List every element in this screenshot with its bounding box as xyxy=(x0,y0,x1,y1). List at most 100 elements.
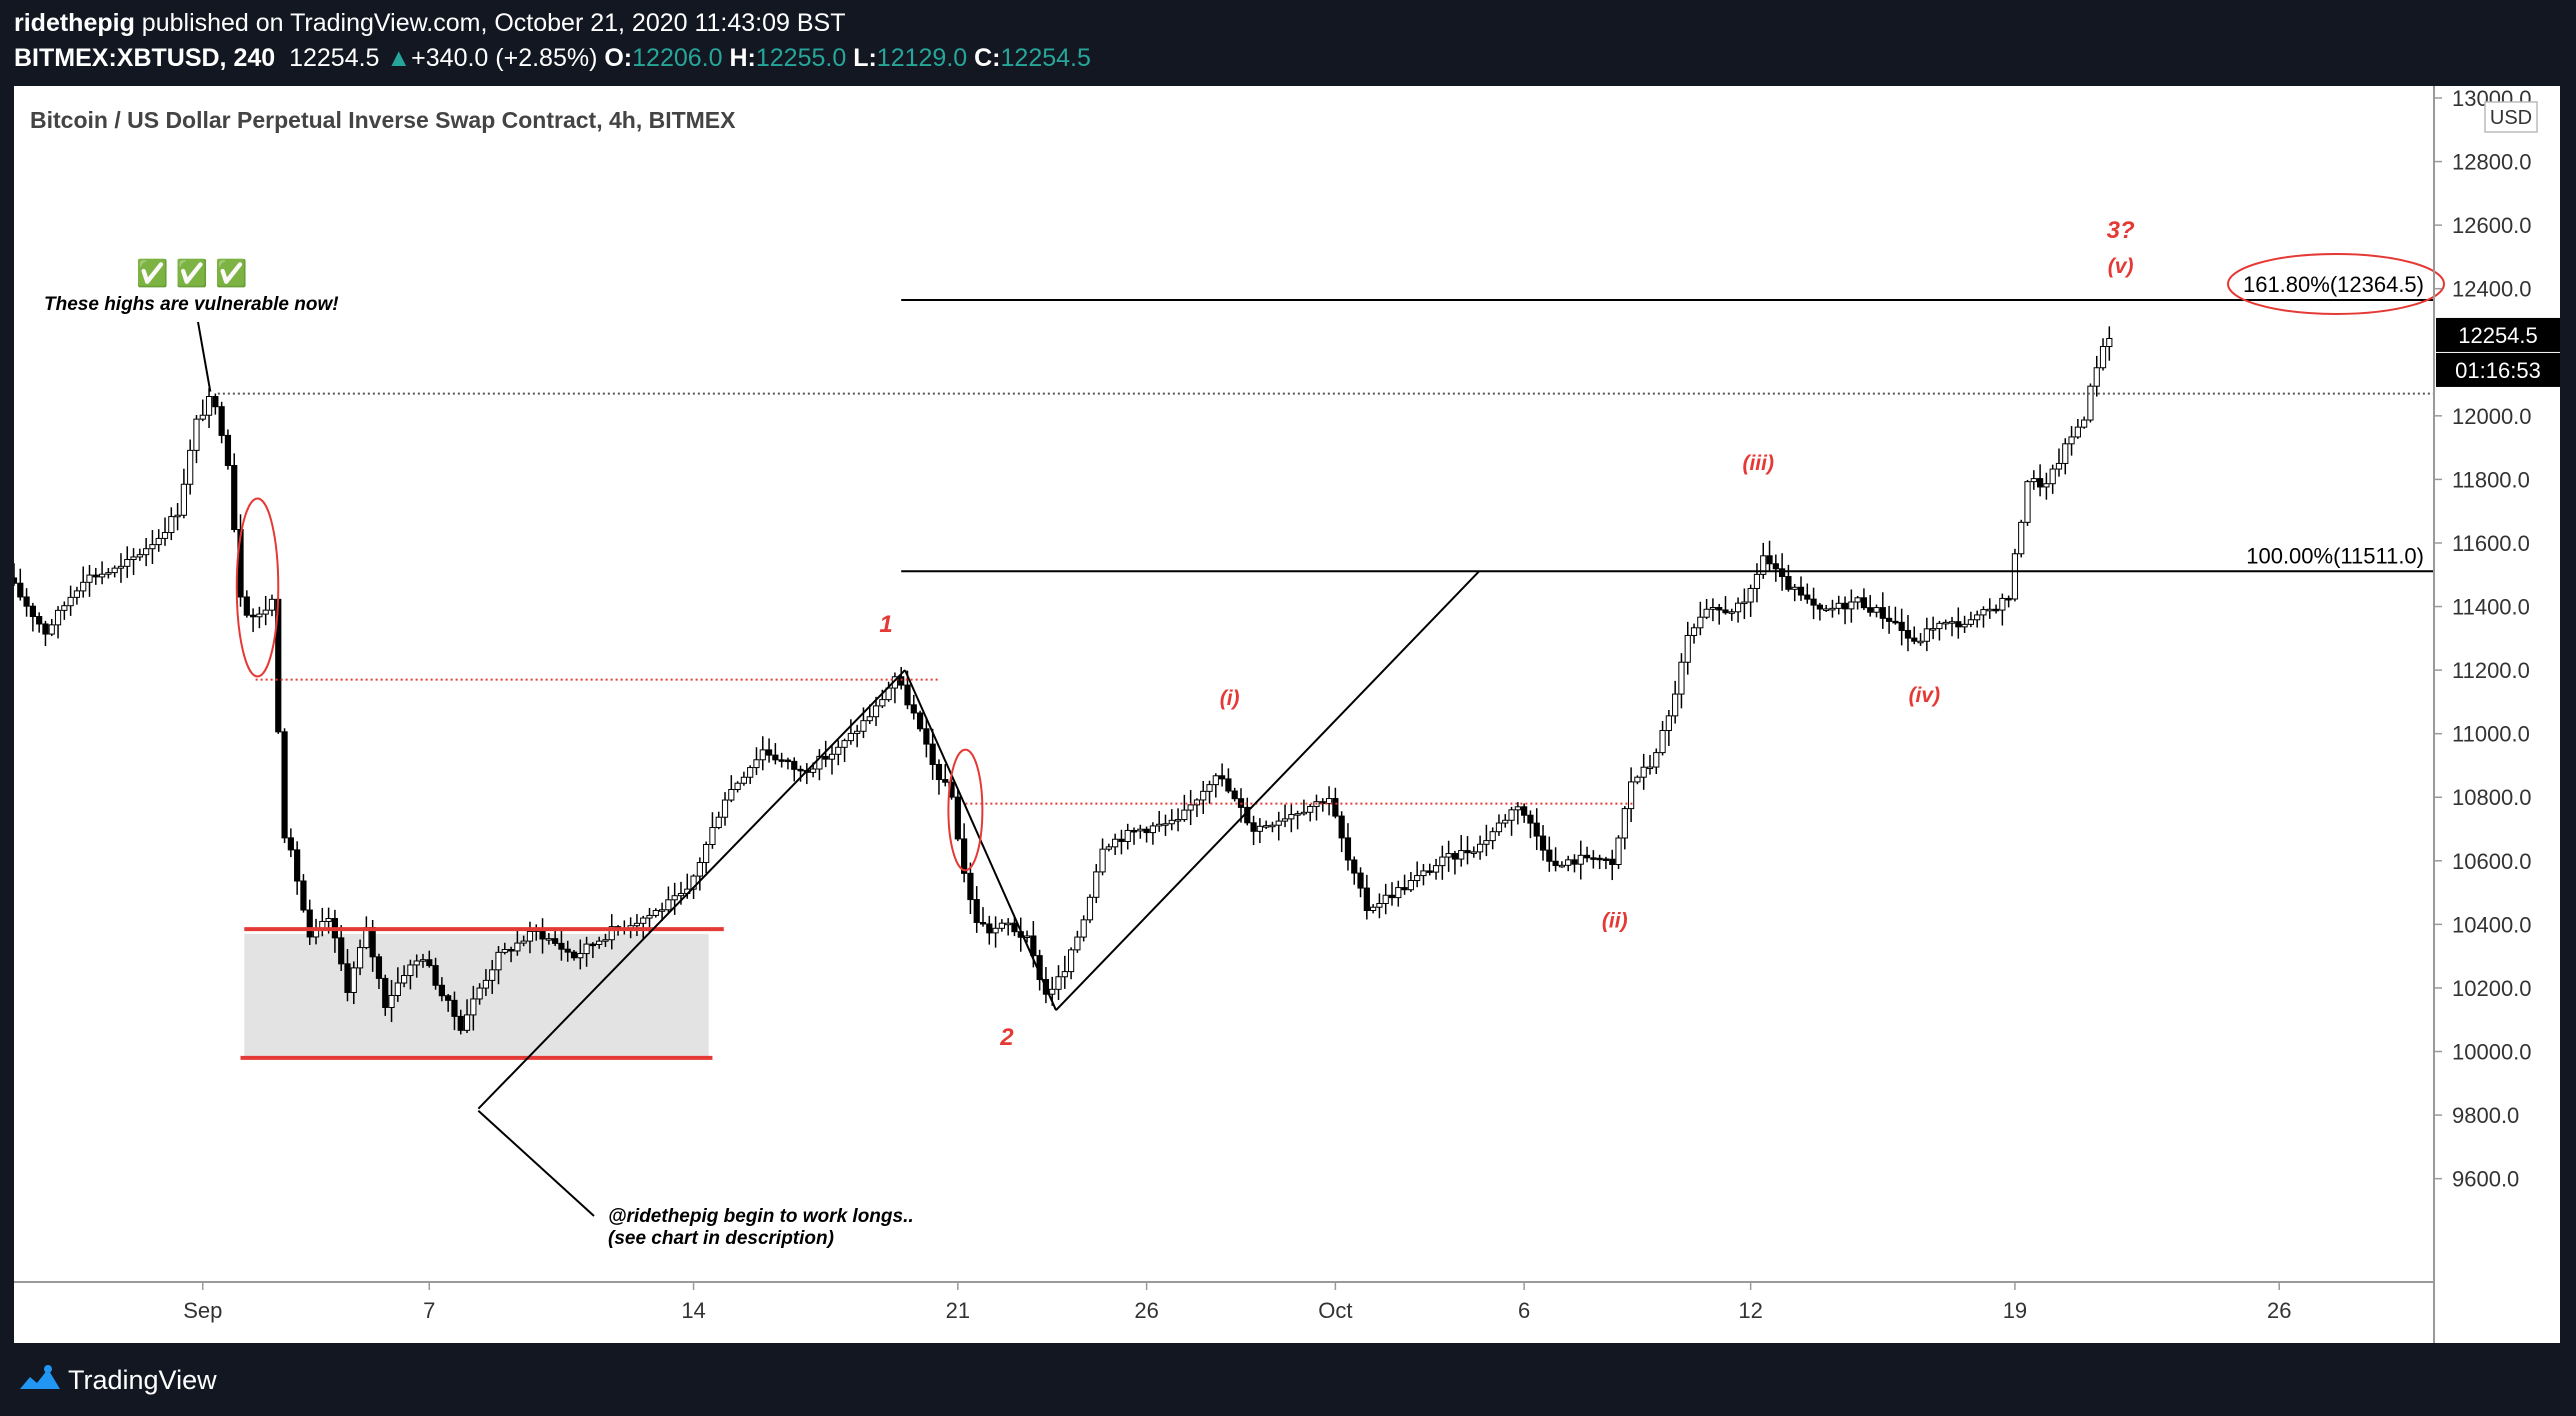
candle-body xyxy=(36,616,43,625)
y-tick-label: 10400.0 xyxy=(2452,912,2532,937)
candle-body xyxy=(48,624,55,635)
candle-body xyxy=(1659,730,1666,754)
candle-body xyxy=(1703,608,1710,618)
candle-body xyxy=(1816,604,1823,610)
brand-name[interactable]: TradingView xyxy=(68,1365,217,1395)
candle-body xyxy=(1263,825,1270,828)
candle-body xyxy=(671,895,678,901)
candle-body xyxy=(111,567,118,574)
candle-body xyxy=(1936,622,1943,630)
price-chart[interactable]: 161.80%(12364.5)100.00%(11511.0)12(i)(ii… xyxy=(14,86,2560,1343)
candle-body xyxy=(640,917,647,924)
candle-body xyxy=(1753,573,1761,589)
candle-body xyxy=(268,598,276,611)
candle-body xyxy=(1458,850,1465,860)
candle-body xyxy=(1923,628,1930,642)
y-tick-label: 12000.0 xyxy=(2452,404,2532,429)
last-price-tag[interactable] xyxy=(2436,317,2560,352)
candle-body xyxy=(545,938,552,941)
candle-body xyxy=(1521,806,1528,816)
candle-body xyxy=(1986,608,1993,612)
candle-body xyxy=(954,796,961,840)
candle-body xyxy=(961,838,968,874)
x-tick-label: Oct xyxy=(1318,1298,1352,1323)
candle-body xyxy=(17,582,24,598)
candle-body xyxy=(2055,462,2063,470)
candle-body xyxy=(1231,790,1238,800)
y-tick-label: 11200.0 xyxy=(2452,658,2530,683)
candle-body xyxy=(174,514,181,518)
candle-body xyxy=(451,999,458,1017)
candle-body xyxy=(1143,828,1150,834)
candle-body xyxy=(520,940,527,944)
candle-body xyxy=(986,923,993,934)
candle-body xyxy=(1527,814,1534,824)
currency-badge[interactable] xyxy=(2484,101,2538,133)
candle-body xyxy=(470,998,477,1016)
candle-body xyxy=(1772,563,1779,570)
candle-body xyxy=(281,731,288,839)
candle-body xyxy=(2030,478,2037,483)
candle-body xyxy=(67,596,74,607)
candle-body xyxy=(1999,597,2006,611)
candle-body xyxy=(1609,858,1616,865)
candle-body xyxy=(854,730,861,734)
candle-body xyxy=(482,979,490,989)
x-tick-label: Sep xyxy=(183,1298,222,1323)
candle-body xyxy=(507,949,515,952)
candle-body xyxy=(61,605,68,611)
candle-body xyxy=(394,982,401,996)
candle-body xyxy=(1357,872,1364,889)
candle-body xyxy=(1067,949,1075,973)
candle-body xyxy=(1867,607,1874,613)
candle-body xyxy=(86,574,93,583)
low-label: L: xyxy=(853,44,877,72)
candle-body xyxy=(224,434,232,466)
up-arrow-icon: ▲ xyxy=(386,44,412,72)
candle-body xyxy=(2087,385,2094,421)
candle-body xyxy=(1030,935,1037,957)
candle-body xyxy=(1697,616,1704,629)
candle-body xyxy=(1741,601,1748,605)
candle-body xyxy=(1860,597,1868,609)
y-tick-label: 10200.0 xyxy=(2452,976,2532,1001)
candle-body xyxy=(1187,804,1194,811)
highlight-ellipse xyxy=(235,497,280,678)
chart-area[interactable]: 161.80%(12364.5) 100.00%(11511.0) 1 2 (i) (ii… xyxy=(14,86,2560,1343)
wave-label: (iv) xyxy=(1909,684,1941,707)
y-tick-label: 10800.0 xyxy=(2452,785,2532,810)
candle-body xyxy=(1451,853,1459,860)
candle-body xyxy=(602,939,609,942)
candle-body xyxy=(29,605,36,618)
candle-body xyxy=(1162,823,1169,826)
candle-body xyxy=(828,753,836,760)
candle-body xyxy=(1785,576,1792,590)
candle-body xyxy=(1055,976,1062,990)
countdown-tag xyxy=(2436,352,2560,387)
candle-body xyxy=(1483,840,1490,845)
candle-body xyxy=(161,532,169,539)
candle-body xyxy=(1546,849,1553,862)
candle-body xyxy=(1124,829,1131,842)
candle-body xyxy=(212,396,219,408)
candle-body xyxy=(1023,935,1031,938)
candle-body xyxy=(73,590,81,598)
author-name[interactable]: ridethepig xyxy=(14,9,135,37)
tradingview-logo-icon[interactable] xyxy=(18,1363,62,1395)
candle-body xyxy=(1653,752,1660,768)
candle-body xyxy=(187,449,194,485)
candle-body xyxy=(570,951,578,959)
candle-body xyxy=(935,763,943,781)
candle-body xyxy=(1646,766,1654,770)
candle-body xyxy=(1665,715,1672,732)
y-tick-label: 12400.0 xyxy=(2452,277,2532,302)
candle-body xyxy=(130,556,137,561)
candle-body xyxy=(105,572,112,575)
x-tick-label: 26 xyxy=(2267,1298,2291,1323)
candle-body xyxy=(2062,443,2069,464)
candle-body xyxy=(2093,367,2100,387)
candle-body xyxy=(1250,822,1257,832)
candle-body xyxy=(690,875,697,890)
candle-body xyxy=(457,1015,464,1031)
candle-body xyxy=(973,899,980,923)
